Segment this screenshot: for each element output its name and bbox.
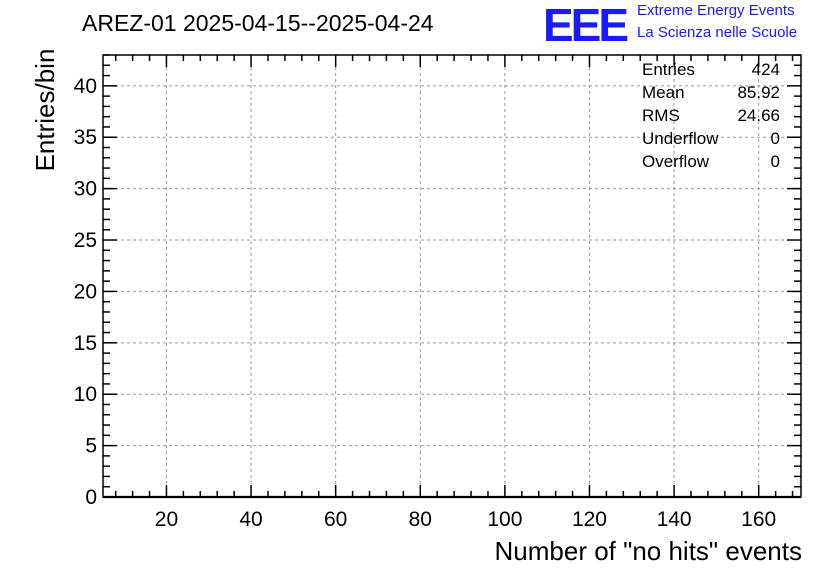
x-tick-label: 60: [324, 508, 347, 531]
stats-value: 24.66: [737, 106, 780, 125]
x-tick-label: 120: [572, 508, 607, 531]
y-tick-label: 10: [74, 383, 97, 406]
histogram-bin: [488, 456, 496, 497]
histogram-bin: [716, 476, 724, 497]
histogram-bin: [420, 312, 428, 497]
histogram-bin: [606, 487, 614, 497]
histogram-bin: [429, 435, 437, 497]
histogram-bin: [623, 456, 631, 497]
x-axis-title: Number of "no hits" events: [494, 536, 803, 566]
y-tick-label: 25: [74, 229, 97, 252]
stats-value: 0: [770, 152, 780, 171]
histogram-bin: [767, 487, 775, 497]
y-tick-label: 40: [74, 75, 97, 98]
y-tick-label: 35: [74, 126, 97, 149]
histogram-bin: [513, 446, 521, 497]
histogram-bin: [750, 487, 758, 497]
histogram-bin: [395, 271, 403, 497]
x-tick-label: 80: [409, 508, 432, 531]
histogram-bin: [725, 487, 733, 497]
histogram-bin: [302, 466, 310, 497]
histogram-bin: [581, 476, 589, 497]
histogram-bin: [370, 240, 378, 497]
stats-row-mean: Mean 85.92: [642, 81, 780, 104]
histogram-bin: [522, 456, 530, 497]
histogram-bin: [260, 487, 268, 497]
histogram-bin: [547, 476, 555, 497]
histogram-bin: [327, 456, 335, 497]
stats-label: Entries: [642, 60, 695, 79]
histogram-bin: [319, 425, 327, 497]
histogram-bin: [310, 476, 318, 497]
histogram-bin: [386, 250, 394, 497]
stats-value: 0: [770, 129, 780, 148]
y-tick-label: 5: [85, 435, 97, 458]
histogram-bin: [615, 476, 623, 497]
stats-value: 424: [751, 60, 780, 79]
histogram-bin: [344, 415, 352, 497]
histogram-bin: [336, 456, 344, 497]
histogram-bin: [124, 487, 132, 497]
histogram-bin: [699, 476, 707, 497]
histogram-bin: [708, 425, 716, 497]
stats-box: Entries 424 Mean 85.92 RMS 24.66 Underfl…: [642, 58, 780, 173]
histogram-bin: [657, 466, 665, 497]
stats-row-underflow: Underflow 0: [642, 127, 780, 150]
plot-frame: [102, 54, 802, 498]
histogram-bin: [403, 384, 411, 497]
histogram-bin: [539, 487, 547, 497]
stats-label: Underflow: [642, 129, 719, 148]
histogram-bin: [353, 363, 361, 497]
histogram-bin: [691, 425, 699, 497]
x-tick-label: 160: [741, 508, 776, 531]
x-tick-label: 40: [239, 508, 262, 531]
histogram-bin: [463, 302, 471, 497]
histogram-bin: [598, 476, 606, 497]
stats-row-rms: RMS 24.66: [642, 104, 780, 127]
stats-label: Mean: [642, 83, 685, 102]
x-tick-label: 100: [487, 508, 522, 531]
stats-label: RMS: [642, 106, 680, 125]
histogram-bin: [742, 435, 750, 497]
y-tick-label: 30: [74, 178, 97, 201]
eee-logo: EEE: [543, 0, 629, 51]
histogram-bin: [412, 76, 420, 497]
histogram-bin: [437, 219, 445, 497]
histogram-bin: [674, 456, 682, 497]
histogram-bin: [683, 456, 691, 497]
histogram-bin: [454, 374, 462, 497]
x-tick-label: 20: [155, 508, 178, 531]
histogram-bin: [378, 456, 386, 497]
histogram-bin: [234, 476, 242, 497]
histogram-bin: [564, 487, 572, 497]
histogram-bin: [471, 363, 479, 497]
histogram-bin: [276, 487, 284, 497]
stats-value: 85.92: [737, 83, 780, 102]
histogram-bin: [251, 487, 259, 497]
histogram-bin: [361, 415, 369, 497]
stats-row-entries: Entries 424: [642, 58, 780, 81]
stats-row-overflow: Overflow 0: [642, 150, 780, 173]
histogram-bin: [733, 476, 741, 497]
histogram-bin: [793, 487, 801, 497]
y-tick-label: 0: [85, 486, 97, 509]
chart-title: AREZ-01 2025-04-15--2025-04-24: [82, 10, 434, 36]
y-tick-label: 15: [74, 332, 97, 355]
histogram-bin: [666, 456, 674, 497]
histogram-bin: [759, 466, 767, 497]
histogram-bin: [496, 404, 504, 497]
histogram-bin: [446, 322, 454, 497]
histogram-bin: [505, 425, 513, 497]
brand-line-1: Extreme Energy Events: [637, 2, 795, 19]
x-tick-label: 140: [657, 508, 692, 531]
brand-line-2: La Scienza nelle Scuole: [637, 24, 798, 41]
y-tick-label: 20: [74, 280, 97, 303]
histogram-bin: [649, 435, 657, 497]
histogram-bin: [217, 487, 225, 497]
histogram-bin: [556, 466, 564, 497]
histogram-bin: [640, 446, 648, 497]
stats-label: Overflow: [642, 152, 710, 171]
